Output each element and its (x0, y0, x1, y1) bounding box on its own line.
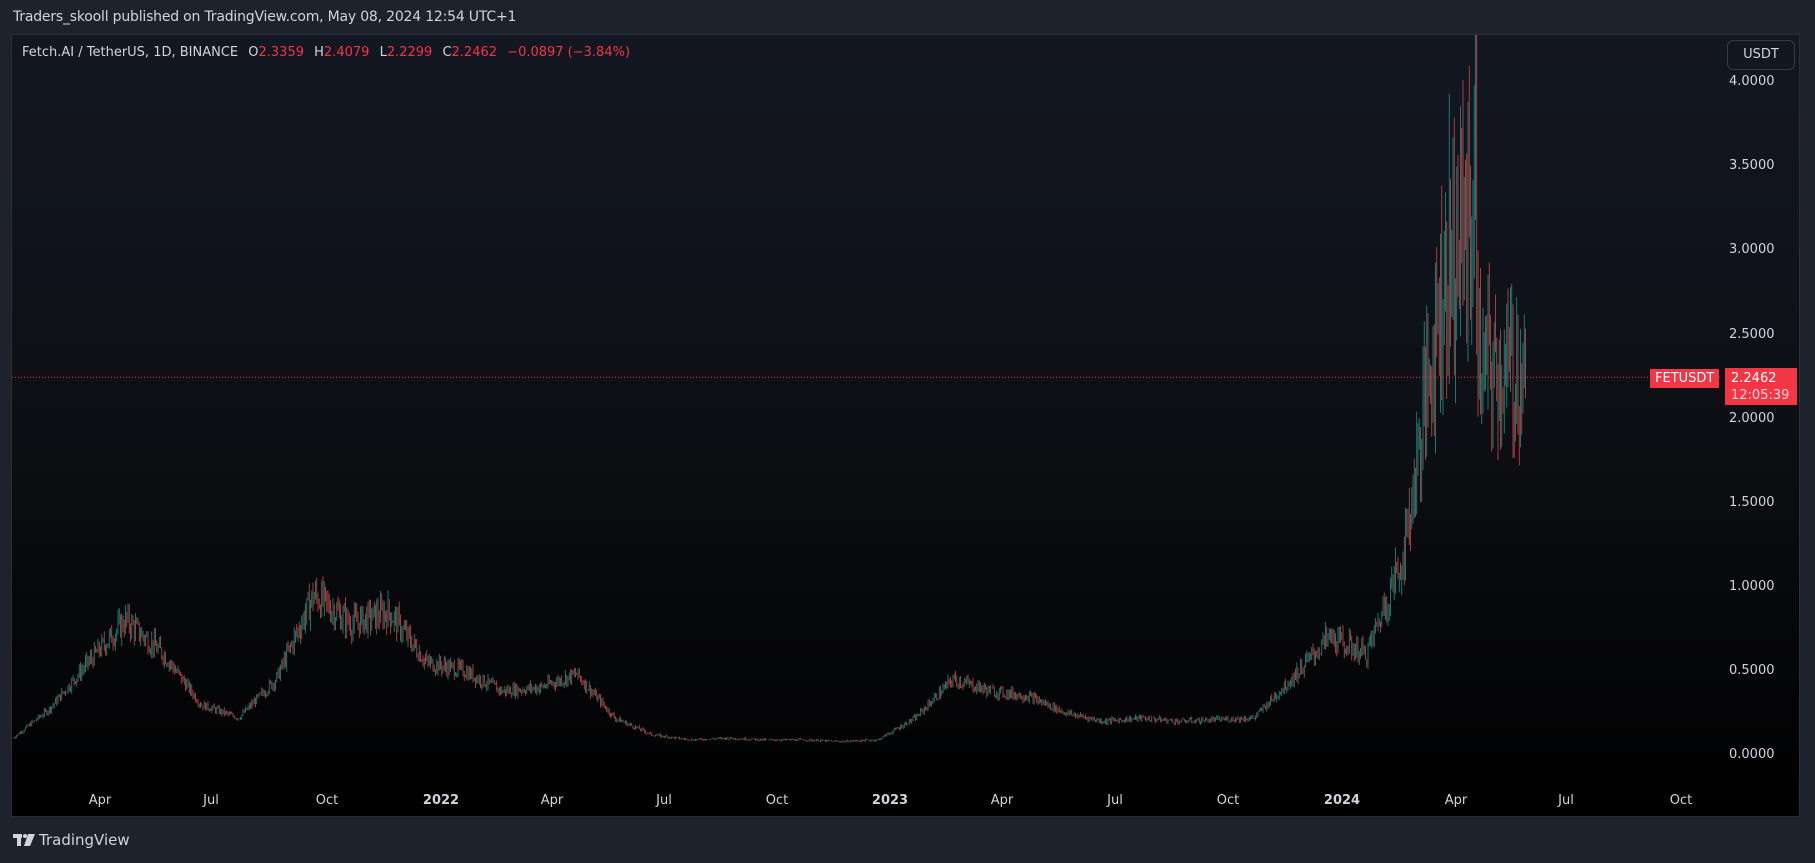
time-axis-label: Jul (656, 793, 672, 808)
time-axis-label: 2022 (422, 793, 460, 808)
price-axis-label: 0.5000 (1729, 662, 1775, 678)
time-axis-label: Apr (540, 793, 564, 808)
time-axis-label: Apr (88, 793, 112, 808)
price-axis-label: 2.0000 (1729, 410, 1775, 426)
time-axis-label: Apr (1444, 793, 1468, 808)
close-value: 2.2462 (451, 45, 498, 60)
candlestick-chart[interactable] (12, 35, 1722, 775)
symbol-title[interactable]: Fetch.AI / TetherUS, 1D, BINANCE (22, 45, 239, 60)
change-value: −0.0897 (−3.84%) (507, 45, 631, 60)
time-axis-label: 2024 (1323, 793, 1361, 808)
publisher-line: Traders_skooll published on TradingView.… (13, 9, 517, 25)
ohlc-legend: Fetch.AI / TetherUS, 1D, BINANCE O2.3359… (22, 45, 630, 60)
open-label: O (248, 45, 259, 60)
last-price-box: 2.2462 12:05:39 (1725, 368, 1797, 405)
time-axis-label: 2023 (871, 793, 909, 808)
price-axis-label: 2.5000 (1729, 326, 1775, 342)
time-axis-label: Apr (990, 793, 1014, 808)
high-label: H (314, 45, 324, 60)
price-axis-label: 3.5000 (1729, 158, 1775, 174)
time-axis-label: Oct (1216, 793, 1240, 808)
price-axis-label: 3.0000 (1729, 242, 1775, 258)
close-label: C (442, 45, 452, 60)
last-price: 2.2462 (1731, 371, 1777, 386)
high-value: 2.4079 (323, 45, 370, 60)
symbol-price-tag: FETUSDT (1650, 369, 1720, 388)
time-axis-label: Jul (1558, 793, 1574, 808)
price-axis-label: 0.0000 (1729, 747, 1775, 762)
time-axis-label: Jul (1107, 793, 1123, 808)
price-axis-label: 4.0000 (1729, 74, 1775, 90)
time-axis-label: Jul (203, 793, 219, 808)
low-label: L (379, 45, 387, 60)
tradingview-brand[interactable]: TradingView (13, 831, 130, 849)
price-axis-label: 1.0000 (1729, 578, 1775, 594)
low-value: 2.2299 (386, 45, 433, 60)
price-axis-label: 1.5000 (1729, 494, 1775, 510)
brand-name: TradingView (39, 831, 130, 849)
time-axis-label: Oct (765, 793, 789, 808)
currency-button[interactable]: USDT (1727, 40, 1795, 70)
open-value: 2.3359 (258, 45, 305, 60)
tradingview-logo-icon (13, 834, 35, 846)
time-axis-label: Oct (1669, 793, 1693, 808)
bar-countdown: 12:05:39 (1731, 388, 1790, 403)
time-axis-label: Oct (315, 793, 339, 808)
